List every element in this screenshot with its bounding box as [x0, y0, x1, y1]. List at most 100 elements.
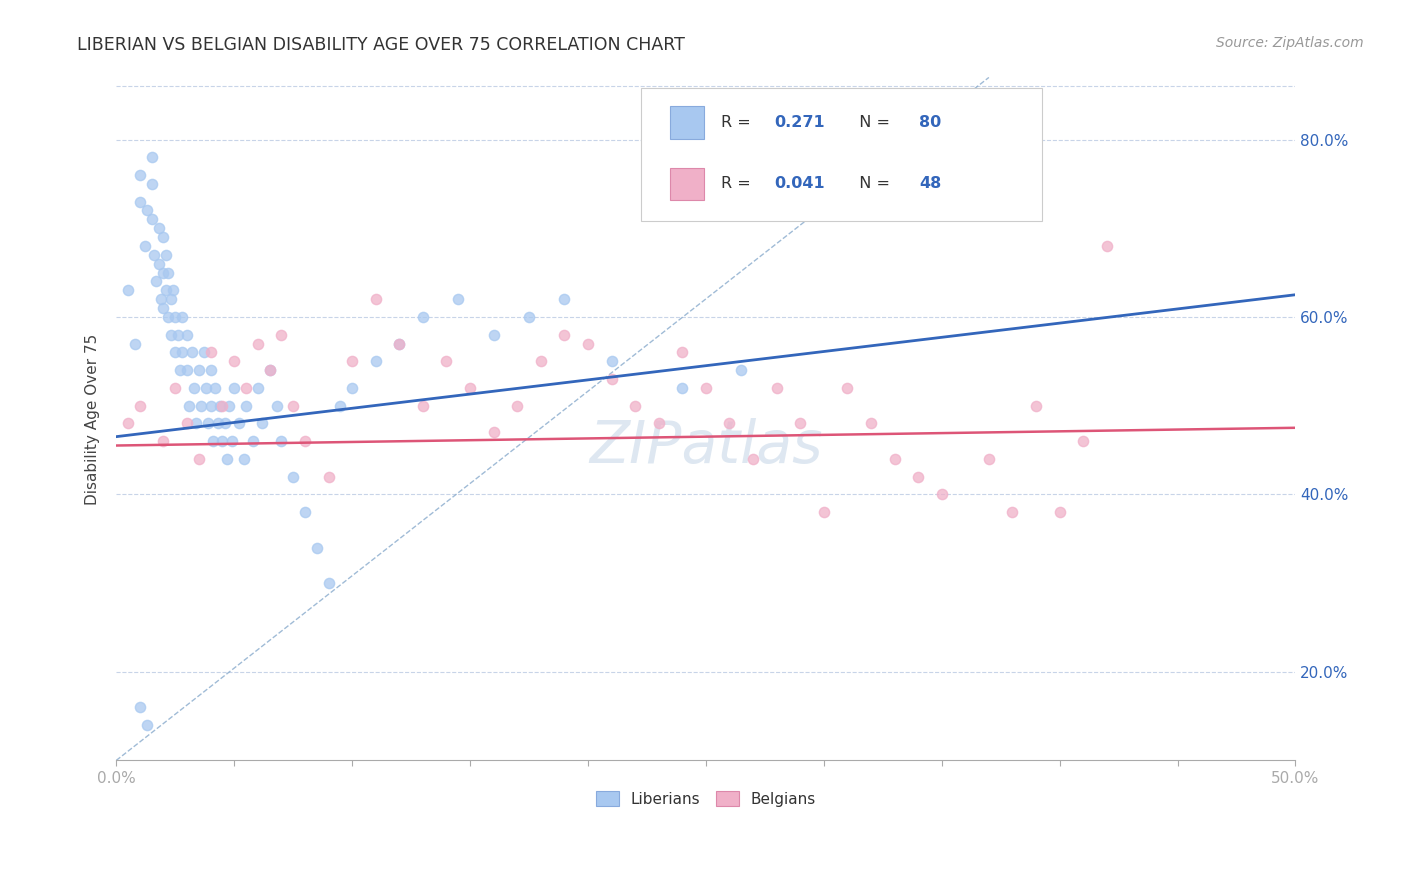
Point — [517, 310, 540, 324]
Point — [128, 399, 150, 413]
Text: 48: 48 — [920, 177, 942, 192]
Point — [883, 451, 905, 466]
Point — [187, 451, 209, 466]
Point — [907, 469, 929, 483]
Point — [155, 248, 177, 262]
Text: N =: N = — [849, 177, 894, 192]
Point — [329, 399, 352, 413]
Point — [259, 363, 281, 377]
Point — [207, 417, 229, 431]
Point — [136, 718, 159, 732]
Point — [209, 399, 232, 413]
Point — [172, 310, 194, 324]
Point — [624, 399, 647, 413]
Point — [281, 469, 304, 483]
Point — [246, 336, 269, 351]
Point — [148, 257, 170, 271]
Point — [228, 417, 250, 431]
Point — [152, 301, 174, 315]
Point — [128, 700, 150, 714]
Point — [837, 381, 859, 395]
Point — [124, 336, 146, 351]
Point — [340, 354, 363, 368]
Point — [117, 417, 139, 431]
Point — [152, 434, 174, 448]
Point — [270, 434, 292, 448]
Point — [204, 381, 226, 395]
Point — [458, 381, 481, 395]
Point — [211, 399, 233, 413]
Point — [730, 363, 752, 377]
Point — [197, 417, 219, 431]
Point — [218, 399, 240, 413]
Point — [671, 381, 693, 395]
Text: 0.041: 0.041 — [775, 177, 825, 192]
Point — [813, 505, 835, 519]
Text: R =: R = — [721, 115, 756, 130]
Point — [187, 363, 209, 377]
Point — [159, 292, 181, 306]
Text: R =: R = — [721, 177, 756, 192]
Point — [294, 434, 316, 448]
Point — [436, 354, 458, 368]
Point — [1049, 505, 1071, 519]
Point — [200, 399, 222, 413]
Point — [412, 310, 434, 324]
Point — [194, 381, 217, 395]
Point — [166, 327, 188, 342]
Point — [176, 417, 198, 431]
Point — [553, 292, 575, 306]
Point — [186, 417, 208, 431]
Point — [145, 275, 167, 289]
Point — [143, 248, 166, 262]
Point — [157, 266, 180, 280]
Point — [270, 327, 292, 342]
Point — [214, 417, 236, 431]
Point — [141, 177, 163, 191]
Point — [211, 434, 233, 448]
Point — [165, 381, 187, 395]
Legend: Liberians, Belgians: Liberians, Belgians — [588, 783, 824, 814]
Point — [157, 310, 180, 324]
Point — [340, 381, 363, 395]
Point — [232, 451, 254, 466]
Y-axis label: Disability Age Over 75: Disability Age Over 75 — [86, 334, 100, 505]
Point — [117, 283, 139, 297]
Point — [977, 451, 1000, 466]
Text: LIBERIAN VS BELGIAN DISABILITY AGE OVER 75 CORRELATION CHART: LIBERIAN VS BELGIAN DISABILITY AGE OVER … — [77, 36, 685, 54]
Text: N =: N = — [849, 115, 894, 130]
Point — [136, 203, 159, 218]
Point — [530, 354, 553, 368]
Point — [200, 345, 222, 359]
Point — [201, 434, 224, 448]
Point — [224, 354, 246, 368]
Point — [221, 434, 243, 448]
FancyBboxPatch shape — [641, 87, 1042, 221]
Point — [128, 194, 150, 209]
Point — [242, 434, 264, 448]
Point — [172, 345, 194, 359]
Text: Source: ZipAtlas.com: Source: ZipAtlas.com — [1216, 36, 1364, 50]
Point — [150, 292, 173, 306]
Point — [600, 372, 623, 386]
Point — [859, 417, 882, 431]
Point — [169, 363, 191, 377]
Point — [482, 327, 505, 342]
Point — [388, 336, 411, 351]
Point — [266, 399, 288, 413]
Point — [1025, 399, 1047, 413]
Point — [789, 417, 811, 431]
Point — [1095, 239, 1118, 253]
Point — [235, 381, 257, 395]
Point — [155, 283, 177, 297]
Point — [412, 399, 434, 413]
Point — [765, 381, 787, 395]
Point — [217, 451, 239, 466]
Point — [576, 336, 599, 351]
Point — [180, 345, 202, 359]
Point — [259, 363, 281, 377]
Point — [647, 417, 669, 431]
Point — [179, 399, 201, 413]
Point — [695, 381, 717, 395]
Point — [506, 399, 529, 413]
